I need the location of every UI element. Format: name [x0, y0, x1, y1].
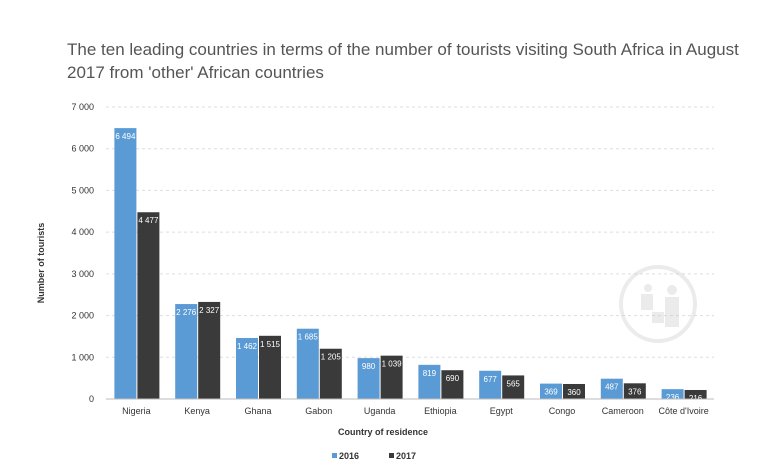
y-axis-ticks: 0 1 000 2 000 3 000 4 000 5 000 6 000 7 000: [71, 102, 94, 404]
bar-2017-congo[interactable]: [563, 383, 585, 399]
bar-value-label: 1 515: [260, 340, 281, 349]
bar-value-label: 1 685: [298, 333, 319, 342]
bar-value-label: 565: [507, 379, 521, 388]
watermark-icon: [619, 265, 697, 343]
x-axis-ticks: Nigeria Kenya Ghana Gabon Uganda Ethiopia Egyp…: [122, 406, 709, 416]
x-axis-label: Country of residence: [338, 427, 428, 437]
bar-value-label: 216: [689, 394, 703, 403]
bar-value-label: 487: [605, 383, 619, 392]
x-tick-label: Egypt: [490, 406, 514, 416]
bar-value-label: 376: [628, 387, 642, 396]
x-tick-label: Ghana: [244, 406, 271, 416]
x-tick-label: Ethiopia: [424, 406, 457, 416]
bar-2016-ctedivoire[interactable]: [661, 389, 684, 399]
x-tick-label: Uganda: [364, 406, 396, 416]
y-tick-label: 5 000: [71, 185, 94, 195]
y-axis-label: Number of tourists: [36, 223, 46, 304]
bar-value-label: 1 462: [237, 342, 258, 351]
bar-value-label: 980: [362, 362, 376, 371]
bar-2017-egypt[interactable]: [502, 375, 525, 399]
y-tick-label: 7 000: [71, 102, 94, 112]
bar-labels: 6 494 4 477 2 276 2 327 1 462 1 515 1 685 1 205…: [115, 132, 702, 403]
bar-2017-ghana[interactable]: [259, 335, 281, 399]
bar-2016-cameroon[interactable]: [600, 378, 623, 399]
bar-value-label: 1 039: [382, 360, 403, 369]
bar-2016-ghana[interactable]: [236, 338, 258, 399]
x-tick-label: Gabon: [305, 406, 332, 416]
bar-2016-ethiopia[interactable]: [418, 364, 441, 399]
grid-lines: [106, 106, 714, 358]
bar-value-label: 4 477: [138, 216, 159, 225]
bar-2017-gabon[interactable]: [319, 348, 342, 399]
legend-item-2016[interactable]: 2016: [339, 451, 359, 461]
bar-2017-cameroon[interactable]: [623, 383, 646, 399]
legend-swatch: [389, 453, 394, 458]
bar-value-label: 369: [544, 388, 558, 397]
bar-2017-ctedivoire[interactable]: [684, 389, 707, 399]
bar-value-label: 819: [423, 369, 437, 378]
x-tick-label: Côte d'Ivoire: [658, 406, 708, 416]
bar-2016-gabon[interactable]: [296, 328, 319, 399]
x-tick-label: Congo: [549, 406, 576, 416]
bar-2017-ethiopia[interactable]: [441, 370, 464, 399]
x-tick-label: Kenya: [184, 406, 210, 416]
bars: [114, 128, 707, 399]
bar-2016-egypt[interactable]: [479, 370, 502, 399]
y-tick-label: 4 000: [71, 227, 94, 237]
bar-2016-kenya[interactable]: [175, 304, 198, 399]
y-tick-label: 3 000: [71, 269, 94, 279]
bar-value-label: 1 205: [321, 353, 342, 362]
y-tick-label: 6 000: [71, 144, 94, 154]
bar-2017-kenya[interactable]: [198, 301, 221, 399]
bar-2017-uganda[interactable]: [380, 355, 403, 399]
bar-2016-congo[interactable]: [540, 383, 562, 399]
chart-title: The ten leading countries in terms of th…: [67, 40, 739, 82]
bar-value-label: 360: [567, 388, 581, 397]
legend-swatch: [332, 453, 337, 458]
x-tick-label: Nigeria: [122, 406, 151, 416]
bar-value-label: 690: [446, 374, 460, 383]
bar-value-label: 2 327: [199, 306, 220, 315]
bar-2016-uganda[interactable]: [357, 358, 380, 399]
bar-value-label: 236: [666, 393, 680, 402]
y-tick-label: 0: [89, 394, 94, 404]
bar-value-label: 6 494: [115, 132, 136, 141]
y-tick-label: 1 000: [71, 352, 94, 362]
y-tick-label: 2 000: [71, 311, 94, 321]
bar-2017-nigeria[interactable]: [137, 212, 160, 399]
bar-2016-nigeria[interactable]: [114, 128, 137, 399]
legend-item-2017[interactable]: 2017: [396, 451, 416, 461]
bar-value-label: 677: [484, 375, 498, 384]
bar-value-label: 2 276: [176, 308, 197, 317]
x-tick-label: Cameroon: [602, 406, 644, 416]
legend[interactable]: 2016 2017: [332, 451, 416, 461]
